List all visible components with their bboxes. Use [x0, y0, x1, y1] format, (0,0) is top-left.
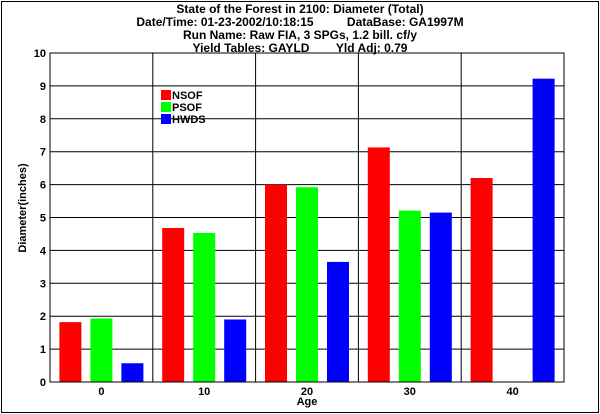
y-tick-label: 5	[40, 213, 46, 225]
bar-psof	[90, 318, 113, 382]
plot-area-border	[49, 52, 565, 383]
x-tick-label: 40	[506, 386, 518, 398]
y-tick-label: 7	[40, 147, 46, 159]
x-axis-label: Age	[297, 396, 318, 408]
bar-hwds	[121, 363, 144, 382]
x-tick-label: 20	[301, 386, 313, 398]
bar-psof	[296, 187, 318, 382]
chart-datetime-line: Date/Time: 01-23-2002/10:18:15 DataBase:…	[136, 15, 464, 29]
legend-label-nsof: NSOF	[172, 90, 203, 102]
bar-hwds	[224, 319, 247, 382]
x-tick-label: 30	[404, 386, 416, 398]
chart-yield-line: Yield Tables: GAYLD Yld Adj: 0.79	[192, 41, 408, 55]
axes-group: 0 1 2 3 4 5 6 7 8 9 10 0 10 20 30 40	[34, 48, 565, 398]
x-tick-label: 0	[98, 386, 104, 398]
bar-psof	[193, 232, 216, 382]
legend-label-psof: PSOF	[172, 102, 202, 114]
y-tick-label: 2	[40, 311, 46, 323]
legend-swatch-nsof	[161, 90, 171, 100]
y-tick-label: 0	[40, 377, 46, 389]
y-tick-label: 6	[40, 180, 46, 192]
y-tick-label: 9	[40, 81, 46, 93]
y-axis-label: Diameter(inches)	[17, 163, 29, 253]
bar-hwds	[327, 261, 349, 382]
bar-nsof	[470, 178, 493, 382]
bar-psof	[398, 210, 421, 382]
bar-nsof	[59, 322, 82, 382]
bar-hwds	[532, 78, 555, 383]
y-tick-label: 1	[40, 344, 46, 356]
legend-label-hwds: HWDS	[172, 114, 206, 126]
bar-nsof	[265, 184, 287, 382]
legend-swatch-hwds	[161, 114, 171, 124]
legend-swatch-psof	[161, 102, 171, 112]
bar-hwds	[429, 212, 452, 382]
chart-title: State of the Forest in 2100: Diameter (T…	[176, 2, 424, 16]
bar-nsof	[367, 147, 390, 382]
y-tick-label: 3	[40, 278, 46, 290]
y-tick-label: 10	[34, 48, 46, 60]
bar-nsof	[162, 228, 185, 382]
bars-group	[59, 78, 555, 383]
x-tick-label: 10	[198, 386, 210, 398]
y-tick-label: 8	[40, 114, 46, 126]
y-tick-label: 4	[40, 245, 47, 257]
chart-run-name-line: Run Name: Raw FIA, 3 SPGs, 1.2 bill. cf/…	[182, 28, 418, 42]
